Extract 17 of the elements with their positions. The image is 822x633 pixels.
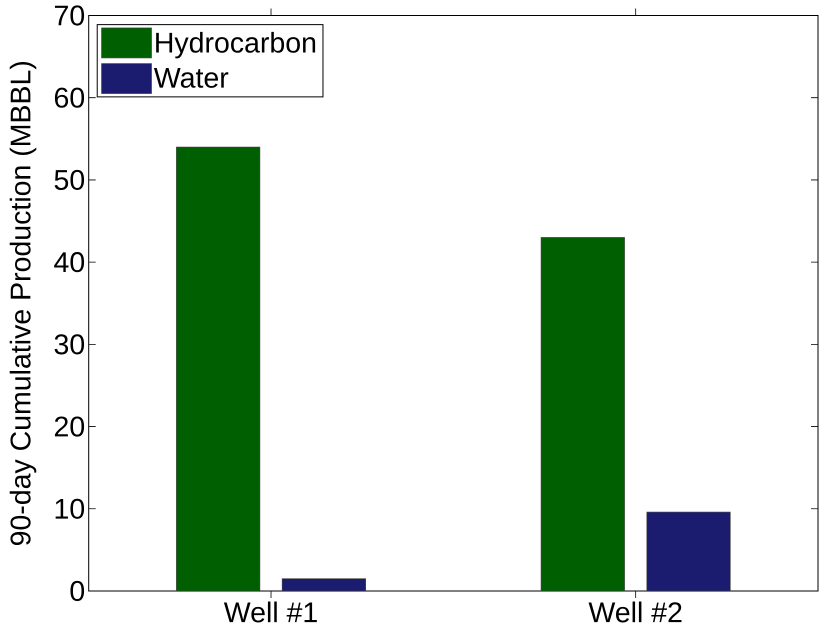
bar [540, 237, 625, 591]
y-tick-label: 60 [54, 88, 84, 108]
y-tick-label: 0 [70, 580, 84, 602]
legend-label: Water [154, 68, 228, 88]
y-tick-label: 70 [54, 5, 84, 26]
y-tick-label: 20 [54, 416, 84, 437]
y-tick-label: 40 [54, 252, 84, 272]
bar [176, 146, 260, 591]
y-axis-title: 90-day Cumulative Production (MBBL) [10, 62, 36, 546]
bar [646, 512, 731, 591]
x-tick-label: Well #2 [588, 602, 682, 622]
y-tick-label: 10 [56, 498, 84, 519]
x-tick-label: Well #1 [224, 602, 317, 622]
y-tick-label: 50 [54, 170, 84, 190]
bar [282, 578, 366, 591]
y-tick-label: 30 [54, 334, 84, 354]
legend-label: Hydrocarbon [156, 32, 316, 58]
